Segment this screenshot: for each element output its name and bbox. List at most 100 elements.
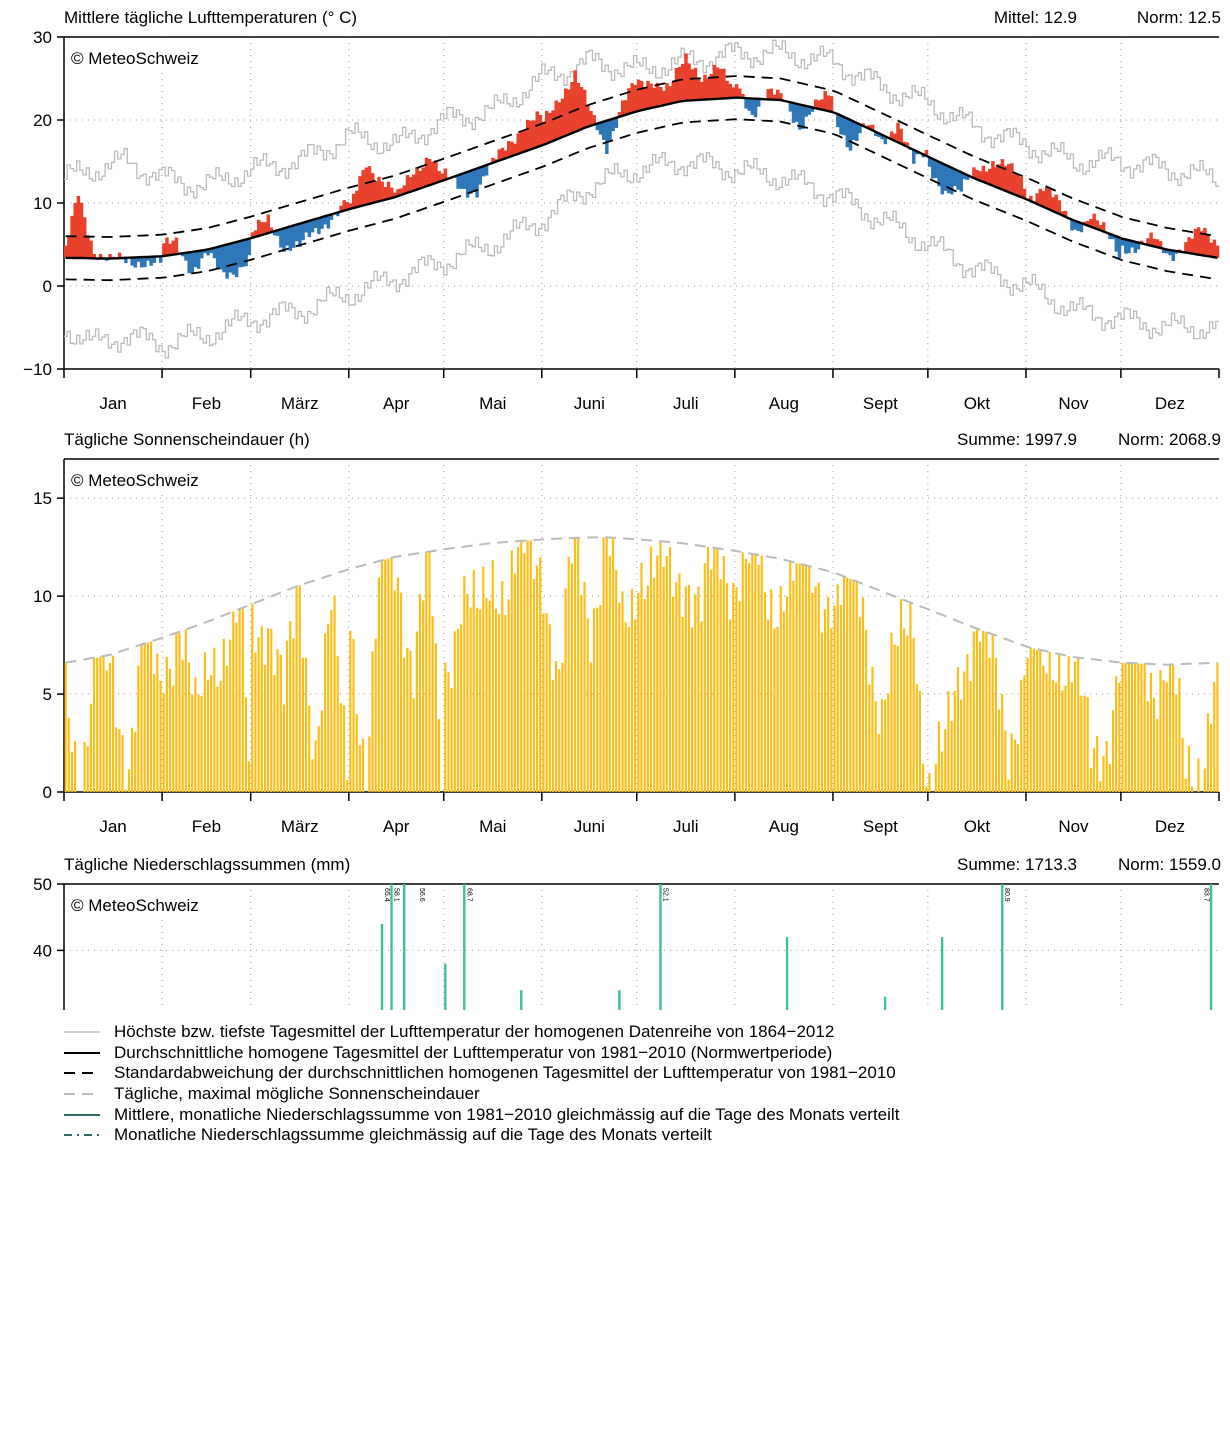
sunshine-bar xyxy=(599,605,602,792)
temperature-anomaly-bar xyxy=(731,87,736,98)
temperature-anomaly-bar xyxy=(124,257,128,264)
temperature-anomaly-bar xyxy=(158,256,163,263)
precipitation-bar xyxy=(940,937,944,1010)
sunshine-bar xyxy=(691,627,694,792)
temperature-anomaly-bar xyxy=(272,231,277,236)
sunshine-bar xyxy=(969,681,972,792)
temperature-anomaly-bar xyxy=(1054,194,1058,213)
sunshine-bar xyxy=(1045,673,1048,792)
temperature-anomaly-bar xyxy=(649,83,653,109)
temperature-anomaly-bar xyxy=(1095,220,1100,230)
legend-item-monthly-normal: Mittlere, monatliche Niederschlagssumme … xyxy=(64,1104,899,1125)
temperature-anomaly-bar xyxy=(975,169,979,180)
sunshine-bar xyxy=(621,591,624,792)
sunshine-bar xyxy=(982,630,985,792)
temperature-anomaly-bar xyxy=(358,176,362,207)
temperature-anomaly-bar xyxy=(225,244,229,279)
temperature-anomaly-bar xyxy=(984,171,989,184)
temperature-anomaly-bar xyxy=(326,215,331,229)
sunshine-bar xyxy=(890,632,893,792)
precipitation-chart: 01020304050JanFebMärzAprMaiJuniJuliAugSe… xyxy=(33,855,1221,1010)
sunshine-bar xyxy=(988,657,991,792)
temperature-anomaly-bar xyxy=(295,224,299,242)
temperature-anomaly-bar xyxy=(855,122,859,141)
sunshine-bar xyxy=(99,656,102,792)
sunshine-bar xyxy=(251,603,254,792)
sunshine-bar xyxy=(877,734,880,792)
sunshine-bar xyxy=(858,616,861,792)
sunshine-bar xyxy=(156,653,159,792)
sunshine-bar xyxy=(456,628,460,792)
temperature-anomaly-bar xyxy=(418,170,422,189)
month-label: März xyxy=(281,817,319,836)
sunshine-bar xyxy=(922,763,925,792)
temperature-anomaly-bar xyxy=(1006,164,1011,193)
temperature-anomaly-bar xyxy=(972,167,976,179)
sunshine-bar xyxy=(915,684,918,792)
temperature-anomaly-bar xyxy=(598,122,603,135)
sunshine-bar xyxy=(1010,733,1013,792)
dashed-black-line-icon xyxy=(64,1068,100,1078)
sunshine-bar xyxy=(1016,744,1020,792)
temperature-anomaly-bar xyxy=(1057,200,1062,214)
temperature-anomaly-bar xyxy=(440,173,445,181)
temperature-anomaly-bar xyxy=(734,84,739,98)
sunshine-bar xyxy=(1143,663,1146,792)
temperature-anomaly-bar xyxy=(370,173,375,203)
temperature-anomaly-bar xyxy=(804,105,808,117)
sunshine-bar xyxy=(861,597,865,792)
temperature-anomaly-bar xyxy=(374,181,378,203)
temperature-anomaly-bar xyxy=(162,243,166,257)
sunshine-bar xyxy=(1092,748,1096,792)
sunshine-bar xyxy=(282,704,286,792)
sunshine-bar xyxy=(539,557,542,792)
copyright-label: © MeteoSchweiz xyxy=(71,49,199,68)
sunshine-bar xyxy=(149,641,153,792)
month-label: Juni xyxy=(574,817,605,836)
temperature-anomaly-bar xyxy=(658,86,663,106)
temperature-anomaly-bar xyxy=(934,160,938,178)
temperature-anomaly-bar xyxy=(937,161,941,187)
bar-value-label: 68.7 xyxy=(465,888,472,902)
temperature-anomaly-bar xyxy=(1076,221,1081,231)
sunshine-bar xyxy=(637,592,640,792)
temperature-anomaly-bar xyxy=(380,181,384,201)
sunshine-bar xyxy=(1149,672,1153,792)
temperature-anomaly-bar xyxy=(538,115,543,147)
sunshine-bar xyxy=(735,587,738,792)
temperature-anomaly-bar xyxy=(696,78,701,100)
temperature-anomaly-bar xyxy=(889,131,894,140)
sunshine-bar xyxy=(475,607,479,792)
precipitation-bar xyxy=(463,884,466,1010)
sunshine-bar xyxy=(567,556,570,792)
temperature-anomaly-bar xyxy=(655,82,660,107)
temperature-anomaly-bar xyxy=(592,115,596,125)
temperature-anomaly-bar xyxy=(924,149,929,156)
temperature-anomaly-bar xyxy=(1038,188,1043,206)
sunshine-bar xyxy=(564,588,567,792)
sunshine-bar xyxy=(374,638,377,792)
temperature-anomaly-bar xyxy=(709,74,713,100)
sunshine-bar xyxy=(820,632,823,792)
temperature-anomaly-bar xyxy=(560,98,565,138)
sunshine-bar xyxy=(434,643,437,792)
temperature-anomaly-bar xyxy=(798,104,802,130)
temperature-anomaly-bar xyxy=(962,173,967,180)
temperature-anomaly-bar xyxy=(1016,174,1020,196)
month-label: Jan xyxy=(99,394,126,413)
sunshine-bar xyxy=(206,679,210,792)
sunshine-bar xyxy=(333,595,336,792)
temperature-anomaly-bar xyxy=(541,121,546,145)
month-label: Apr xyxy=(383,817,410,836)
sunshine-bar xyxy=(592,608,596,792)
temperature-anomaly-bar xyxy=(203,249,207,254)
dashdot-teal-line-icon xyxy=(64,1130,100,1140)
sunshine-bar xyxy=(627,627,630,792)
sunshine-bar xyxy=(1187,745,1191,792)
temperature-anomaly-bar xyxy=(310,219,315,233)
sunshine-bar xyxy=(494,608,498,792)
sunshine-bar xyxy=(83,741,86,792)
sunshine-bar xyxy=(361,738,365,792)
temperature-anomaly-bar xyxy=(1212,239,1217,258)
sunshine-bar xyxy=(1178,677,1181,792)
